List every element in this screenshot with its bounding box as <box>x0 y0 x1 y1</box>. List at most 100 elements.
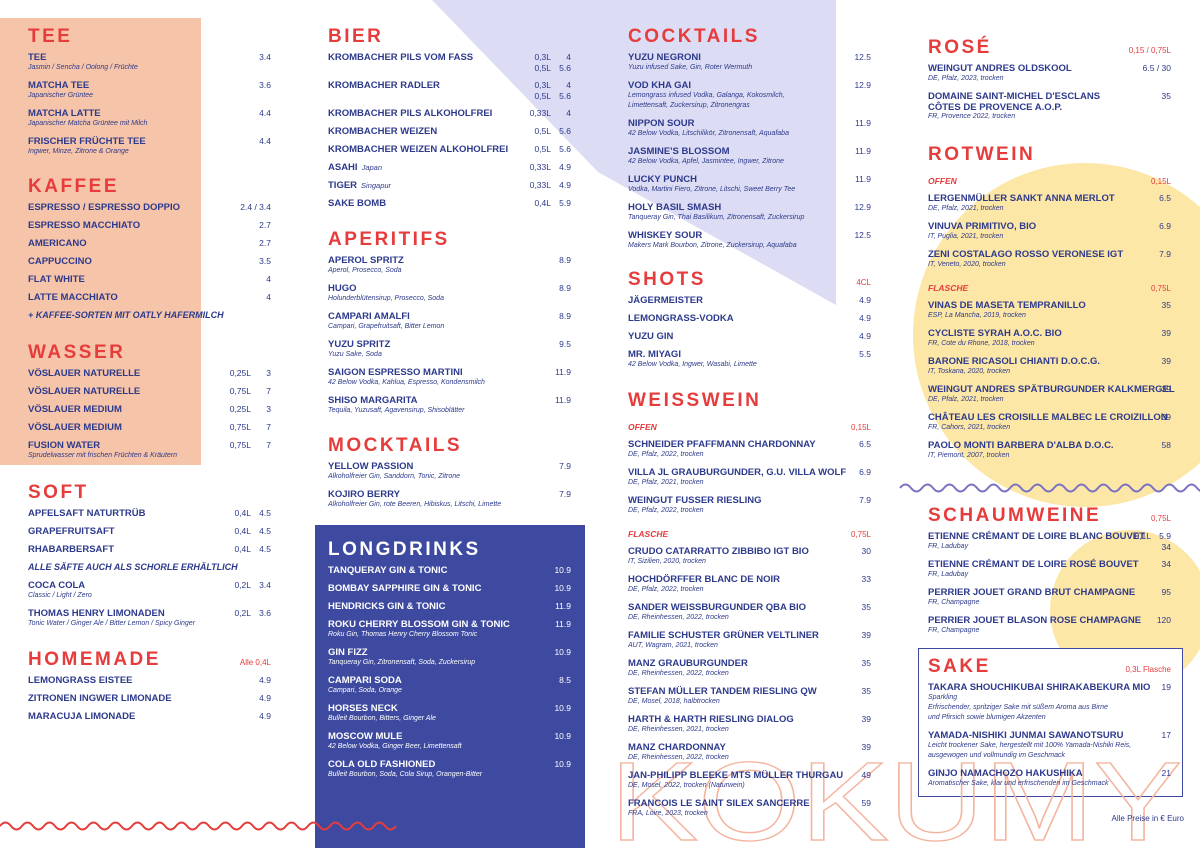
item-price: 39 <box>861 629 871 640</box>
item-size: 0,3L <box>534 79 551 90</box>
item-name-text: ASAHI <box>328 161 358 173</box>
item-name-text: NIPPON SOUR <box>628 117 695 129</box>
item-price: 33 <box>861 573 871 584</box>
item-name: CRUDO CATARRATTO ZIBBIBO IGT BIO <box>628 546 809 557</box>
item-description: Tanqueray Gin, Thai Basilikum, Zitronens… <box>628 214 805 221</box>
wave-line <box>899 483 1200 493</box>
item-name-text: SAIGON ESPRESSO MARTINI <box>328 366 463 378</box>
item-name: YELLOW PASSION <box>328 461 413 472</box>
item-name-text: KROMBACHER PILS VOM FASS <box>328 51 474 63</box>
item-name-text: ROKU CHERRY BLOSSOM GIN & TONIC <box>328 618 510 630</box>
item-name: MATCHA TEE <box>28 80 89 91</box>
item-name: FUSION WATER <box>28 440 100 451</box>
item-name-text: PERRIER JOUET BLASON ROSE CHAMPAGNE <box>928 614 1142 626</box>
item-name-text: YUZU GIN <box>628 330 674 342</box>
section-title: TEE <box>28 26 73 47</box>
item-description: Sprudelwasser mit frischen Früchten & Kr… <box>28 452 178 459</box>
item-name-text: PAOLO MONTI BARBERA D'ALBA D.O.C. <box>928 439 1114 451</box>
item-name: TAKARA SHOUCHIKUBAI SHIRAKABEKURA MIO <box>928 682 1150 693</box>
section-note: 4CL <box>856 277 871 287</box>
item-description: 42 Below Vodka, Litschilikör, Zitronensa… <box>628 130 789 137</box>
item-name: VÖSLAUER MEDIUM <box>28 404 122 415</box>
item-price: 5.9 <box>1159 530 1171 541</box>
item-name: KROMBACHER RADLER <box>328 80 440 91</box>
item-name: VILLA JL GRAUBURGUNDER, G.U. VILLA WOLF <box>628 467 846 478</box>
item-description: DE, Rheinhessen, 2022, trocken <box>628 670 729 677</box>
item-name-text: CRUDO CATARRATTO ZIBBIBO IGT BIO <box>628 545 809 557</box>
blue-panel <box>315 525 585 848</box>
item-price: 8.5 <box>559 674 571 685</box>
item-name: COCA COLA <box>28 580 85 591</box>
item-name-text: HUGO <box>328 282 357 294</box>
item-name: VINUVA PRIMITIVO, BIO <box>928 221 1036 232</box>
item-description: und Pfirsich sowie blumigen Akzenten <box>928 714 1046 721</box>
item-name-text: CAPPUCCINO <box>28 255 92 267</box>
item-description: FR, Champagne <box>928 599 980 606</box>
brand-logo: KOKUMY <box>610 739 1182 848</box>
item-price: 5.9 <box>559 197 571 208</box>
item-description: DE, Rheinhessen, 2022, trocken <box>628 614 729 621</box>
item-description: Limettensaft, Zuckersirup, Zitronengras <box>628 102 750 109</box>
item-price: 11.9 <box>555 618 571 629</box>
section-title: MOCKTAILS <box>328 435 463 456</box>
item-name: WEINGUT FUSSER RIESLING <box>628 495 762 506</box>
item-description: DE, Pfalz, 2021, trocken <box>928 396 1004 403</box>
menu-note: + KAFFEE-SORTEN MIT OATLY HAFERMILCH <box>28 309 224 320</box>
section-title: BIER <box>328 26 384 47</box>
item-description: Bulleit Bourbon, Bitters, Ginger Ale <box>328 715 436 722</box>
item-name: GIN FIZZ <box>328 647 368 658</box>
item-description: IT, Piemont, 2007, trocken <box>928 452 1010 459</box>
item-name-text: KROMBACHER WEIZEN ALKOHOLFREI <box>328 143 509 155</box>
item-name: YUZU GIN <box>628 331 673 342</box>
item-name: APFELSAFT NATURTRÜB <box>28 508 146 519</box>
item-name: VOD KHA GAI <box>628 80 691 91</box>
item-name: KOJIRO BERRY <box>328 489 400 500</box>
item-description: Classic / Light / Zero <box>28 592 92 599</box>
item-description: Holunderblütensirup, Prosecco, Soda <box>328 295 444 302</box>
item-name: KROMBACHER PILS VOM FASS <box>328 52 473 63</box>
item-description: Aperol, Prosecco, Soda <box>328 267 402 274</box>
item-name-text: JAN-PHILIPP BLEEKE MTS MÜLLER THURGAU <box>628 769 844 781</box>
item-name: VÖSLAUER NATURELLE <box>28 368 140 379</box>
item-price: 4.9 <box>559 161 571 172</box>
item-name-text: MARACUJA LIMONADE <box>28 710 136 722</box>
item-description: FR, Provence 2022, trocken <box>928 113 1016 120</box>
item-name: ESPRESSO / ESPRESSO DOPPIO <box>28 202 180 213</box>
section-title: COCKTAILS <box>628 26 760 47</box>
item-name: FRISCHER FRÜCHTE TEE <box>28 136 146 147</box>
item-description: 42 Below Vodka, Kahlua, Espresso, Konden… <box>328 379 485 386</box>
section-title: SCHAUMWEINE <box>928 505 1102 526</box>
item-name: AMERICANO <box>28 238 87 249</box>
item-name-text: VILLA JL GRAUBURGUNDER, G.U. VILLA WOLF <box>628 466 847 478</box>
item-size: 0,75L <box>229 421 251 432</box>
item-name: SAKE BOMB <box>328 198 386 209</box>
item-name-text: TEE <box>28 51 47 63</box>
item-name: TIGER Singapur <box>328 180 391 191</box>
item-name: WHISKEY SOUR <box>628 230 702 241</box>
item-price: 4.9 <box>259 692 271 703</box>
item-description: Leicht trockener Sake, hergestellt mit 1… <box>928 742 1132 749</box>
item-name: JASMINE'S BLOSSOM <box>628 146 730 157</box>
item-description: DE, Mosel, 2018, halbtrocken <box>628 698 720 705</box>
item-price: 34 <box>1161 558 1171 569</box>
item-price: 11.9 <box>555 366 571 377</box>
item-name-text: CHÂTEAU LES CROISILLE MALBEC LE CROIZILL… <box>928 411 1168 423</box>
item-name: ESPRESSO MACCHIATO <box>28 220 140 231</box>
item-name: PAOLO MONTI BARBERA D'ALBA D.O.C. <box>928 440 1114 451</box>
item-name: STEFAN MÜLLER TANDEM RIESLING QW <box>628 686 817 697</box>
item-description: Sparkling <box>928 694 958 701</box>
item-name-text: SCHNEIDER PFAFFMANN CHARDONNAY <box>628 438 816 450</box>
item-name: MATCHA LATTE <box>28 108 101 119</box>
item-description: DE, Pfalz, 2021, trocken <box>628 479 704 486</box>
item-name-text: FAMILIE SCHUSTER GRÜNER VELTLINER <box>628 629 819 641</box>
item-price: 11.9 <box>855 145 871 156</box>
item-description: DE, Pfalz, 2022, trocken <box>628 507 704 514</box>
item-name: FAMILIE SCHUSTER GRÜNER VELTLINER <box>628 630 819 641</box>
item-description: Lemongrass infused Vodka, Galanga, Kokos… <box>628 92 785 99</box>
item-size: 0,5L <box>534 125 551 136</box>
item-name-text: SAKE BOMB <box>328 197 387 209</box>
item-name: HOLY BASIL SMASH <box>628 202 721 213</box>
item-description: FRA, Loire, 2023, trocken <box>628 810 708 817</box>
subheading: OFFEN <box>628 421 657 432</box>
section-title: SOFT <box>28 482 89 503</box>
